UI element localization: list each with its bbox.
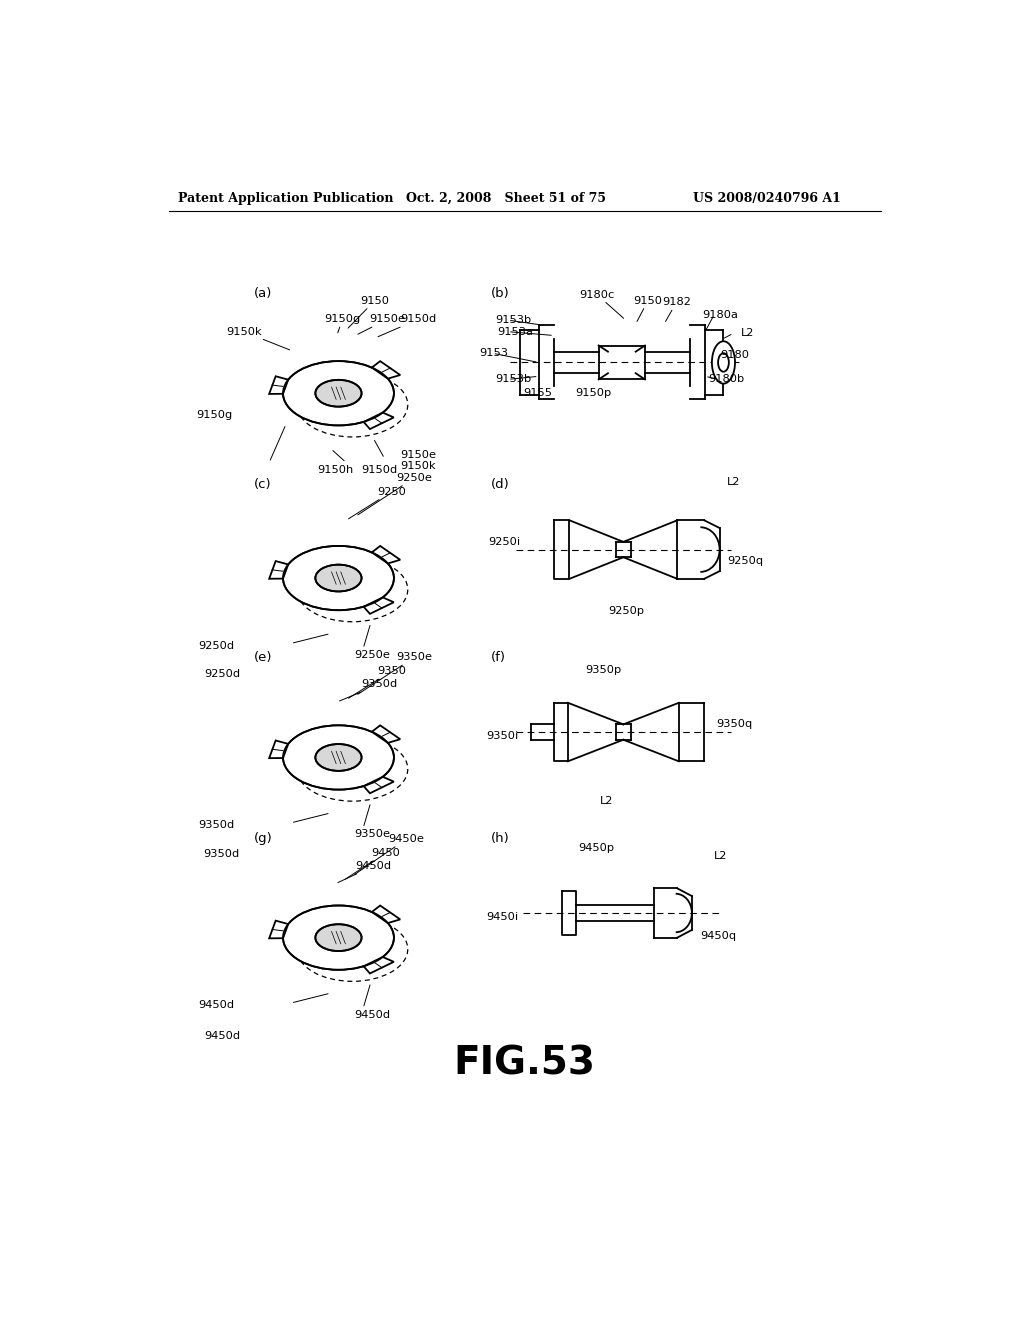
Text: L2: L2: [727, 477, 740, 487]
Text: 9180a: 9180a: [702, 310, 738, 319]
Polygon shape: [364, 957, 394, 973]
Text: 9250e: 9250e: [354, 649, 390, 660]
Text: 9150d: 9150d: [361, 465, 397, 475]
Text: 9350d: 9350d: [199, 820, 234, 830]
Text: 9153: 9153: [479, 348, 508, 358]
Text: 9450q: 9450q: [700, 931, 736, 941]
Text: 9153b: 9153b: [495, 315, 531, 325]
Polygon shape: [364, 413, 394, 429]
Text: 9250i: 9250i: [488, 537, 521, 546]
Text: 9180: 9180: [720, 350, 750, 360]
Text: 9150: 9150: [634, 296, 663, 322]
Text: 9450i: 9450i: [486, 912, 518, 921]
Text: (a): (a): [254, 286, 272, 300]
Text: 9150g: 9150g: [325, 314, 360, 333]
Polygon shape: [364, 776, 394, 793]
Text: 9250q: 9250q: [727, 556, 764, 566]
Text: 9350i: 9350i: [486, 731, 518, 741]
Text: 9450p: 9450p: [579, 843, 614, 853]
Text: (e): (e): [254, 651, 272, 664]
Polygon shape: [269, 741, 288, 758]
Text: 9450d: 9450d: [338, 861, 391, 883]
Text: 9350d: 9350d: [340, 680, 397, 701]
Text: (f): (f): [490, 651, 506, 664]
Text: (b): (b): [490, 286, 510, 300]
Text: 9150h: 9150h: [316, 465, 353, 475]
Ellipse shape: [297, 917, 408, 981]
Text: 9350: 9350: [348, 667, 406, 698]
Text: 9250: 9250: [348, 487, 406, 519]
Text: FIG.53: FIG.53: [454, 1044, 596, 1082]
Text: 9155: 9155: [523, 388, 552, 399]
Ellipse shape: [283, 362, 394, 425]
Text: (h): (h): [490, 832, 510, 845]
Text: 9350e: 9350e: [357, 652, 432, 694]
Text: (d): (d): [490, 478, 510, 491]
Text: Patent Application Publication: Patent Application Publication: [178, 191, 394, 205]
Text: 9150p: 9150p: [575, 388, 612, 399]
Text: 9150e: 9150e: [357, 314, 406, 334]
Text: 9350q: 9350q: [716, 719, 752, 730]
Ellipse shape: [283, 725, 394, 789]
Ellipse shape: [315, 924, 361, 950]
Text: 9182: 9182: [662, 297, 691, 322]
Text: (c): (c): [254, 478, 271, 491]
Text: 9180b: 9180b: [708, 375, 744, 384]
Text: 9450: 9450: [345, 847, 399, 879]
Text: 9250e: 9250e: [357, 473, 432, 515]
Polygon shape: [372, 726, 400, 743]
Text: L2: L2: [741, 329, 755, 338]
Text: (g): (g): [254, 832, 272, 845]
Text: 9450d: 9450d: [354, 1010, 390, 1019]
Text: 9150k: 9150k: [400, 462, 435, 471]
Ellipse shape: [297, 372, 408, 437]
Polygon shape: [372, 546, 400, 564]
Text: 9350e: 9350e: [354, 829, 390, 840]
Text: 9150k: 9150k: [226, 326, 290, 350]
Text: 9250d: 9250d: [204, 669, 240, 680]
Text: 9450d: 9450d: [204, 1031, 240, 1041]
Polygon shape: [269, 561, 288, 578]
Polygon shape: [372, 906, 400, 923]
Ellipse shape: [283, 546, 394, 610]
Text: 9150g: 9150g: [196, 409, 232, 420]
Ellipse shape: [315, 380, 361, 407]
Ellipse shape: [297, 557, 408, 622]
Polygon shape: [269, 376, 288, 393]
Text: 9153b: 9153b: [495, 375, 531, 384]
Ellipse shape: [315, 565, 361, 591]
Polygon shape: [364, 598, 394, 614]
Text: 9450d: 9450d: [199, 1001, 234, 1010]
Text: 9450e: 9450e: [354, 834, 424, 874]
Ellipse shape: [297, 737, 408, 801]
Text: 9250d: 9250d: [199, 640, 234, 651]
Text: 9150d: 9150d: [378, 314, 436, 337]
Polygon shape: [269, 920, 288, 939]
Text: 9153a: 9153a: [497, 326, 532, 337]
Text: 9150: 9150: [348, 296, 389, 329]
Text: 9150e: 9150e: [400, 450, 436, 459]
Text: Oct. 2, 2008   Sheet 51 of 75: Oct. 2, 2008 Sheet 51 of 75: [407, 191, 606, 205]
Text: 9250p: 9250p: [608, 606, 644, 616]
Text: US 2008/0240796 A1: US 2008/0240796 A1: [692, 191, 841, 205]
Text: L2: L2: [714, 851, 728, 861]
Ellipse shape: [283, 906, 394, 970]
Ellipse shape: [712, 342, 735, 384]
Text: L2: L2: [600, 796, 613, 807]
Polygon shape: [372, 362, 400, 379]
Ellipse shape: [315, 744, 361, 771]
Text: 9350d: 9350d: [204, 849, 240, 859]
Text: 9180c: 9180c: [580, 289, 624, 318]
Text: 9350p: 9350p: [585, 665, 622, 676]
